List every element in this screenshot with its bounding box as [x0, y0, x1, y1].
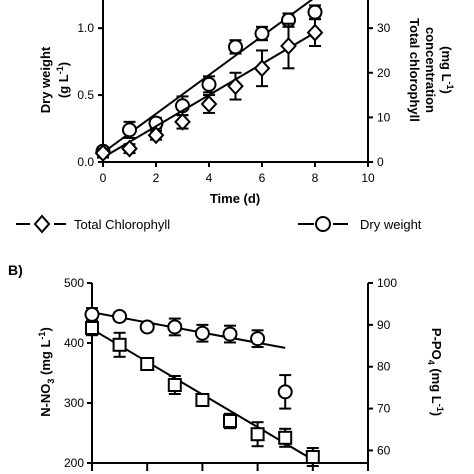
x-tick-label: 4 [206, 171, 213, 185]
circle-data-point [254, 26, 270, 42]
circle-data-point [122, 122, 137, 138]
y-axis-title-left: Dry weight [38, 46, 53, 113]
diamond-data-point [174, 112, 191, 131]
square-data-point [250, 427, 265, 442]
unit-text: (g L [56, 74, 71, 98]
square-data-point [140, 357, 155, 371]
y-tick-label-left: 1.0 [77, 21, 94, 35]
unit-text: (mg L [439, 46, 454, 81]
legend-label: Dry weight [360, 217, 422, 232]
x-tick-label: 2 [153, 171, 160, 185]
y-tick-label-left: 300 [64, 396, 84, 410]
label-text: N-NO [38, 384, 53, 417]
diamond-data-point [280, 37, 297, 55]
circle-marker-icon [315, 216, 331, 232]
x-tick-label: 0 [100, 171, 107, 185]
label-subscript: 4 [426, 360, 436, 365]
square-data-point [167, 378, 182, 392]
square-data-point [85, 321, 99, 335]
label-superscript: -1 [37, 332, 47, 340]
y-axis-title-left: N-NO3 (mg L-1) [37, 327, 56, 417]
y-tick-label-right: 0 [377, 155, 384, 169]
square-data-point [305, 450, 320, 464]
series-total-chlorophyll [94, 18, 324, 163]
y-tick-label-left: 500 [64, 276, 84, 290]
diamond-data-point [147, 126, 165, 145]
y-tick-label-right: 30 [377, 21, 391, 35]
y-tick-label-right: 60 [377, 443, 391, 457]
y-axis-title-right-2: concentration [423, 27, 438, 113]
y-tick-label-right: 90 [377, 318, 391, 332]
x-tick-label: 8 [312, 171, 319, 185]
y-tick-label-left: 0.5 [77, 88, 94, 102]
circle-data-point [222, 326, 238, 342]
x-axis-title: Time (d) [210, 191, 260, 206]
y-axis-title-left-unit: (g L-1) [55, 62, 71, 98]
trend-line [102, 0, 314, 154]
diamond-data-point [306, 23, 324, 42]
unit-superscript: -1 [445, 82, 455, 90]
diamond-data-point [121, 139, 138, 158]
series-p-po4 [84, 306, 293, 410]
unit-text: ) [56, 62, 71, 66]
y-axis-title-right: P-PO4 (mg L-1) [426, 328, 445, 416]
y-tick-label-right: 80 [377, 360, 391, 374]
circle-data-point [228, 39, 243, 55]
legend: Total Chlorophyll Dry weight [16, 214, 422, 234]
y-tick-label-left: 0.0 [77, 155, 94, 169]
y-tick-label-right: 70 [377, 402, 391, 416]
circle-data-point [167, 319, 183, 335]
square-data-point [223, 414, 237, 428]
circle-data-point [84, 306, 100, 322]
y-tick-label-right: 10 [377, 110, 391, 124]
y-tick-label-right: 20 [377, 66, 391, 80]
circle-data-point [307, 4, 323, 20]
diamond-marker-icon [33, 214, 51, 234]
x-tick-label: 10 [361, 171, 375, 185]
diamond-data-point [253, 59, 271, 78]
legend-item-total-chlorophyll: Total Chlorophyll [16, 214, 170, 234]
label-text: P-PO [429, 328, 444, 360]
legend-item-dry-weight: Dry weight [298, 216, 422, 232]
circle-data-point [250, 331, 266, 347]
circle-data-point [277, 384, 293, 400]
label-text: ) [38, 327, 53, 331]
diamond-data-point [200, 95, 218, 113]
label-text: (mg L [38, 340, 53, 379]
diamond-data-point [94, 144, 112, 163]
unit-superscript: -1 [55, 66, 65, 74]
legend-label: Total Chlorophyll [74, 217, 170, 232]
label-subscript: 3 [46, 379, 56, 384]
square-data-point [195, 393, 210, 407]
label-superscript: -1 [435, 404, 445, 412]
y-tick-label-left: 400 [64, 336, 84, 350]
diamond-data-point [227, 77, 244, 96]
square-data-point [278, 430, 293, 445]
y-axis-title-right-unit: (mg L-1) [439, 46, 455, 94]
circle-data-point [139, 319, 155, 335]
y-tick-label-left: 200 [64, 456, 84, 470]
label-text: (mg L [429, 365, 444, 404]
y-tick-label-right: 100 [377, 276, 397, 290]
unit-text: ) [439, 90, 454, 94]
square-data-point [112, 337, 127, 352]
x-tick-label: 6 [259, 171, 266, 185]
circle-data-point [112, 308, 128, 324]
panel-label: B) [8, 262, 23, 278]
circle-data-point [201, 76, 217, 92]
label-text: ) [429, 412, 444, 416]
circle-data-point [194, 325, 210, 341]
y-axis-title-right: Total chlorophyll [407, 18, 422, 122]
